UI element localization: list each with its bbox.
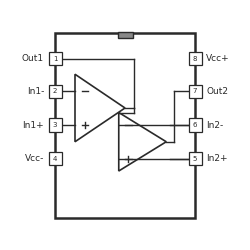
Text: In2-: In2- — [206, 120, 223, 130]
Bar — [188, 118, 202, 132]
Bar — [48, 85, 62, 98]
Text: 2: 2 — [53, 88, 57, 94]
Text: 4: 4 — [53, 156, 57, 162]
Bar — [118, 32, 132, 38]
Text: Out1: Out1 — [22, 54, 44, 63]
Bar — [48, 118, 62, 132]
Text: 5: 5 — [193, 156, 197, 162]
Text: Vcc+: Vcc+ — [206, 54, 230, 63]
Bar — [188, 152, 202, 165]
Text: Vcc-: Vcc- — [25, 154, 44, 163]
Text: In1+: In1+ — [22, 120, 44, 130]
Polygon shape — [119, 112, 166, 171]
Bar — [188, 52, 202, 65]
Text: In1-: In1- — [27, 87, 44, 96]
Text: 6: 6 — [193, 122, 197, 128]
Bar — [48, 52, 62, 65]
Bar — [55, 32, 195, 218]
Text: In2+: In2+ — [206, 154, 228, 163]
Bar — [48, 152, 62, 165]
Text: 3: 3 — [53, 122, 57, 128]
Polygon shape — [75, 74, 125, 142]
Text: Out2: Out2 — [206, 87, 228, 96]
Text: 1: 1 — [53, 56, 57, 62]
Text: 8: 8 — [193, 56, 197, 62]
Bar — [188, 85, 202, 98]
Text: 7: 7 — [193, 88, 197, 94]
